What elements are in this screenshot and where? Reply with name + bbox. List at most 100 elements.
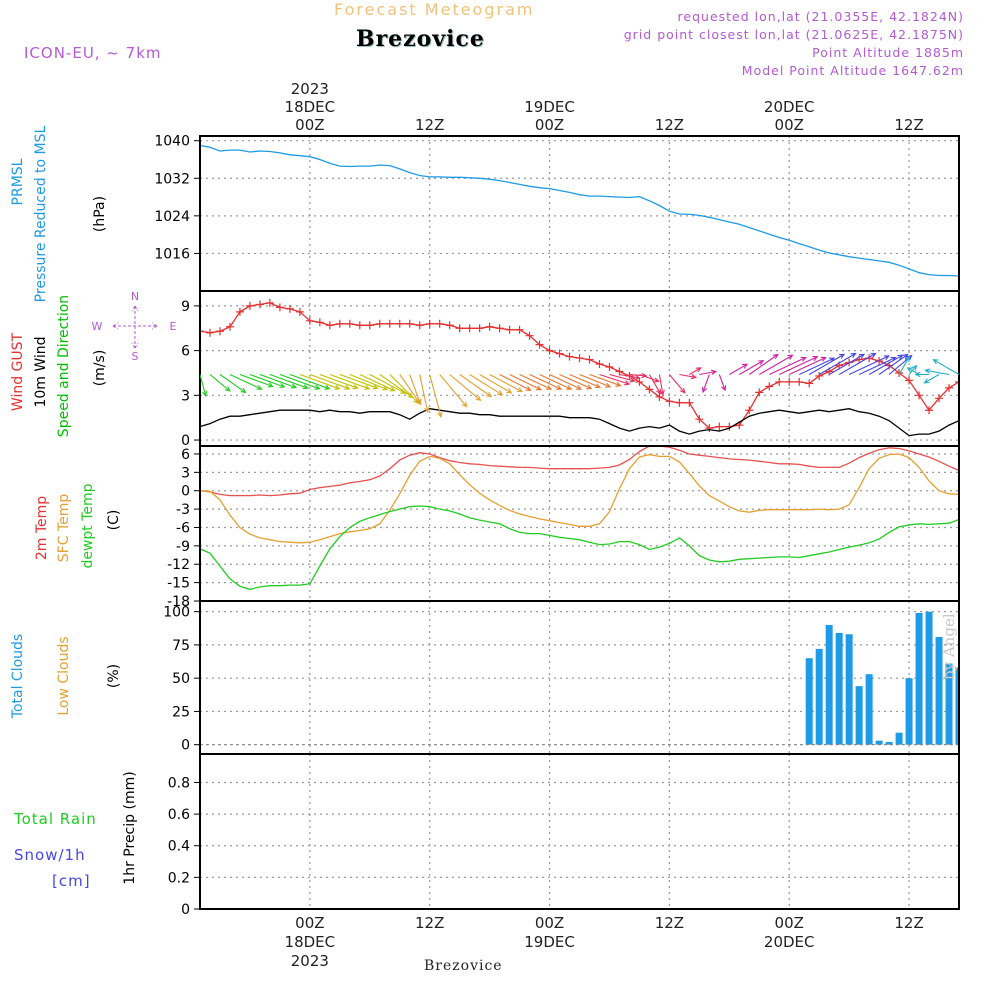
bar-total-clouds [815, 648, 823, 745]
gust-marker [565, 352, 574, 361]
gust-marker [425, 319, 434, 328]
wind-arrow [838, 352, 877, 375]
wind-arrow [539, 374, 573, 390]
wind-arrow [808, 353, 846, 375]
wind-arrow [868, 354, 904, 375]
panel-data [200, 144, 959, 277]
wind-arrow [209, 374, 231, 392]
gust-marker [465, 324, 474, 333]
wind-arrow [279, 373, 321, 390]
bar-total-clouds [845, 634, 853, 745]
time-label-top: 12Z [655, 116, 684, 134]
gust-marker [755, 388, 764, 397]
gust-marker [265, 298, 274, 307]
panel-precip: 0.8 0.6 0.4 0.2 0 [168, 753, 960, 918]
ylabel-precip: 1hr Precip (mm) [122, 771, 138, 885]
gust-marker [385, 319, 394, 328]
time-label-bottom: 19DEC [524, 933, 575, 951]
gust-marker [555, 349, 564, 358]
y-tick-label: 3 [181, 388, 190, 404]
gust-marker [285, 304, 294, 313]
wind-arrow [718, 374, 727, 392]
y-tick-label: 50 [172, 671, 190, 687]
wind-arrow [249, 373, 286, 389]
bar-total-clouds [915, 612, 923, 745]
wind-arrow [569, 373, 602, 389]
y-tick-label: 0.4 [168, 839, 190, 855]
gust-marker [765, 382, 774, 391]
time-label-bottom: 00Z [775, 914, 804, 932]
wind-arrow [459, 374, 493, 398]
wind-arrow [549, 374, 583, 390]
y-tick-label: -9 [176, 539, 190, 555]
wind-arrow [878, 353, 909, 375]
y-tick-label: 25 [172, 704, 190, 720]
ylabel-pressure: PRMSL [10, 158, 26, 206]
wind-arrow [319, 373, 359, 390]
gust-marker [505, 325, 514, 334]
time-label-top: 00Z [535, 116, 564, 134]
location-title: Brezovice [356, 26, 485, 52]
y-tick-label: 1040 [154, 134, 190, 150]
time-label-bottom: 12Z [894, 914, 923, 932]
ylabel-temp: dewpt Temp [80, 483, 96, 569]
time-label-top: 18DEC [285, 98, 336, 116]
requested-coords: requested lon,lat (21.0355E, 42.1824N) [677, 9, 964, 24]
time-label-top: 20DEC [764, 98, 815, 116]
wind-arrow [609, 373, 636, 383]
wind-arrow [701, 374, 710, 394]
gust-marker [775, 377, 784, 386]
gust-marker [225, 322, 234, 331]
y-tick-label: -15 [167, 576, 190, 592]
wind-arrow [329, 373, 371, 390]
gust-marker [355, 321, 364, 330]
time-label-bottom: 00Z [535, 914, 564, 932]
y-tick-label: 0 [181, 433, 190, 449]
y-tick-label: 0 [181, 738, 190, 754]
time-label-bottom: 20DEC [764, 933, 815, 951]
y-tick-label: 1016 [154, 246, 190, 262]
gust-marker [295, 307, 304, 316]
gust-marker [275, 303, 284, 312]
wind-arrow [579, 373, 612, 388]
gust-marker [655, 392, 664, 401]
gust-marker [615, 367, 624, 376]
gust-marker [795, 377, 804, 386]
wind-arrow [489, 374, 523, 393]
series-sfc-temp [200, 453, 959, 544]
gust-marker [635, 377, 644, 386]
precip-legend-label: [cm] [52, 872, 91, 890]
bar-total-clouds [905, 678, 913, 745]
wind-arrow [668, 374, 686, 394]
gust-marker [415, 321, 424, 330]
y-tick-label: 0 [181, 902, 190, 918]
gust-marker [575, 354, 584, 363]
y-tick-label: 0.6 [168, 807, 190, 823]
gust-marker [245, 301, 254, 310]
gust-marker [375, 319, 384, 328]
gust-marker [315, 318, 324, 327]
bar-total-clouds [835, 632, 843, 745]
compass-rose: N S W E [92, 290, 177, 363]
gust-marker [905, 376, 914, 385]
wind-vectors [200, 352, 959, 419]
y-tick-label: 3 [181, 465, 190, 481]
gust-marker [665, 397, 674, 406]
gust-marker [445, 321, 454, 330]
y-tick-label: 1024 [154, 209, 190, 225]
compass-w: W [92, 320, 103, 333]
compass-e: E [170, 320, 177, 333]
gust-marker [235, 307, 244, 316]
bar-total-clouds [935, 636, 943, 745]
y-tick-label: -3 [176, 502, 190, 518]
wind-arrow [289, 373, 331, 390]
series-2m-temp [200, 446, 959, 497]
gust-marker [915, 391, 924, 400]
wind-arrow [914, 371, 929, 378]
y-tick-label: 1032 [154, 171, 190, 187]
gust-marker [645, 385, 654, 394]
gust-marker [335, 319, 344, 328]
wind-arrow [200, 374, 208, 398]
gust-marker [595, 360, 604, 369]
